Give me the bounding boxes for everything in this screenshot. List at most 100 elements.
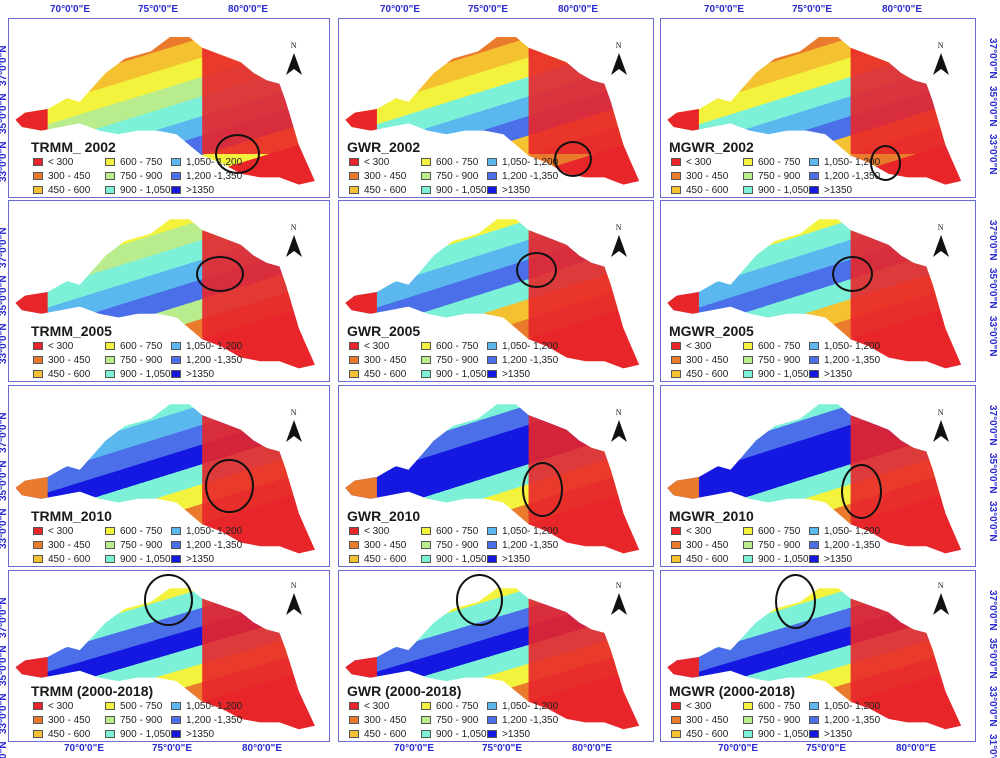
legend-label: 300 - 450 — [48, 170, 91, 182]
legend-item: 900 - 1,050 — [421, 183, 487, 197]
legend-item: >1350 — [171, 727, 251, 741]
legend-swatch — [171, 716, 181, 724]
legend-swatch — [487, 172, 497, 180]
legend-swatch — [349, 158, 359, 166]
legend-label: 1,050- 1,200 — [186, 340, 243, 352]
legend-swatch — [33, 527, 43, 535]
legend-swatch — [671, 370, 681, 378]
legend-swatch — [349, 555, 359, 563]
legend-label: < 300 — [364, 156, 390, 168]
legend-label: 1,050- 1,200 — [824, 525, 881, 537]
legend-item: 750 - 900 — [421, 353, 487, 367]
legend-item: 1,200 -1,350 — [171, 169, 251, 183]
legend-label: 1,200 -1,350 — [186, 170, 243, 182]
map-panel-trmm-2005: N TRMM_2005 < 300 300 - 450 450 - 600 600 - … — [8, 200, 330, 382]
legend-item: 900 - 1,050 — [105, 367, 171, 381]
legend-item: >1350 — [171, 367, 251, 381]
legend-item: 600 - 750 — [743, 339, 809, 353]
legend-swatch — [171, 702, 181, 710]
legend-swatch — [105, 158, 115, 166]
legend-swatch — [171, 555, 181, 563]
highlight-circle — [774, 574, 816, 630]
x-axis-tick-label: 80°0'0"E — [228, 4, 269, 15]
legend-item: 750 - 900 — [743, 538, 809, 552]
legend-label: 450 - 600 — [48, 553, 91, 565]
legend-swatch — [671, 158, 681, 166]
panel-title: TRMM_ 2002 — [31, 139, 116, 155]
legend-label: 750 - 900 — [120, 714, 163, 726]
legend-swatch — [349, 527, 359, 535]
legend-swatch — [105, 342, 115, 350]
legend-item: 600 - 750 — [105, 155, 171, 169]
legend-swatch — [743, 356, 753, 364]
legend-swatch — [349, 186, 359, 194]
legend-swatch — [743, 158, 753, 166]
legend-item: < 300 — [349, 524, 421, 538]
precipitation-map — [667, 37, 962, 185]
legend-label: >1350 — [824, 728, 853, 740]
y-axis-tick-label: 37°0'0"N — [0, 45, 9, 86]
legend-item: 1,200 -1,350 — [171, 713, 251, 727]
legend-item: 1,050- 1,200 — [809, 524, 889, 538]
legend-swatch — [487, 158, 497, 166]
map-panel-gwr-2010: N GWR_2010 < 300 300 - 450 450 - 600 600 - 7… — [338, 385, 654, 567]
legend-item: >1350 — [809, 727, 889, 741]
legend-label: >1350 — [824, 184, 853, 196]
north-arrow-icon: N — [930, 581, 952, 617]
legend-label: < 300 — [48, 156, 74, 168]
legend-item: 1,200 -1,350 — [809, 713, 889, 727]
panel-title: GWR (2000-2018) — [347, 683, 462, 699]
legend-swatch — [487, 541, 497, 549]
panel-title: MGWR (2000-2018) — [669, 683, 796, 699]
highlight-circle — [515, 251, 558, 289]
panel-title: MGWR_2010 — [669, 508, 754, 524]
map-legend: < 300 300 - 450 450 - 600 600 - 750 750 - 90… — [33, 155, 251, 197]
highlight-circle — [144, 574, 193, 627]
north-label: N — [290, 408, 297, 417]
map-panel-mgwr-2010: N MGWR_2010 < 300 300 - 450 450 - 600 600 - … — [660, 385, 976, 567]
legend-item: 600 - 750 — [421, 699, 487, 713]
north-label: N — [615, 408, 622, 417]
legend-label: >1350 — [186, 184, 215, 196]
legend-item: 750 - 900 — [743, 169, 809, 183]
legend-swatch — [171, 370, 181, 378]
legend-item: < 300 — [349, 339, 421, 353]
precipitation-map — [15, 37, 315, 185]
legend-swatch — [487, 730, 497, 738]
legend-item: >1350 — [171, 552, 251, 566]
legend-item: 900 - 1,050 — [421, 727, 487, 741]
y-axis-tick-label: 33°0'0"N — [0, 693, 9, 734]
legend-swatch — [809, 541, 819, 549]
precipitation-map — [15, 404, 315, 554]
legend-swatch — [349, 702, 359, 710]
legend-label: 600 - 750 — [120, 340, 163, 352]
legend-label: >1350 — [502, 553, 531, 565]
legend-swatch — [105, 555, 115, 563]
legend-item: 750 - 900 — [421, 538, 487, 552]
map-panel-gwr-2000-2018: N GWR (2000-2018) < 300 300 - 450 450 - 600… — [338, 570, 654, 742]
legend-label: < 300 — [686, 525, 712, 537]
legend-label: 1,050- 1,200 — [502, 156, 559, 168]
legend-item: 900 - 1,050 — [743, 727, 809, 741]
legend-swatch — [743, 555, 753, 563]
legend-label: 750 - 900 — [758, 539, 801, 551]
legend-label: 450 - 600 — [364, 553, 407, 565]
north-label: N — [615, 41, 622, 50]
legend-item: 450 - 600 — [349, 183, 421, 197]
x-axis-tick-label: 70°0'0"E — [704, 4, 745, 15]
legend-label: 900 - 1,050 — [436, 728, 487, 740]
y-axis-tick-label: 37°0'0"N — [987, 220, 998, 261]
legend-swatch — [809, 158, 819, 166]
legend-swatch — [809, 716, 819, 724]
x-axis-tick-label: 75°0'0"E — [482, 743, 523, 754]
north-arrow-icon: N — [283, 408, 305, 444]
legend-label: 450 - 600 — [364, 728, 407, 740]
legend-swatch — [33, 172, 43, 180]
panel-title: TRMM_2010 — [31, 508, 112, 524]
legend-label: 1,050- 1,200 — [502, 525, 559, 537]
legend-swatch — [671, 356, 681, 364]
legend-swatch — [809, 172, 819, 180]
legend-swatch — [33, 541, 43, 549]
legend-item: 450 - 600 — [349, 552, 421, 566]
y-axis-tick-label: 37°0'0"N — [987, 405, 998, 446]
